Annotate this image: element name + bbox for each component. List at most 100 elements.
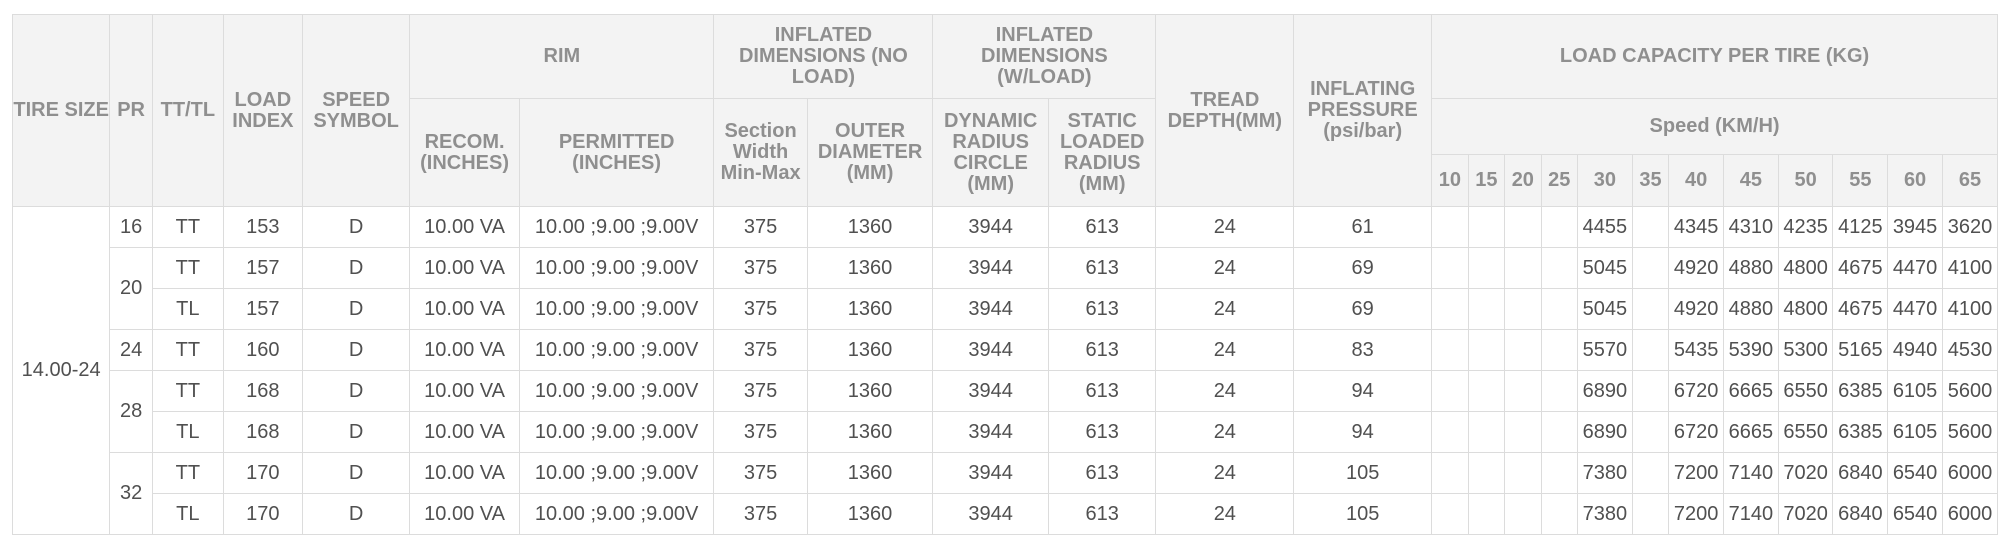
cell-rim-permitted: 10.00 ;9.00 ;9.00V bbox=[518, 452, 715, 494]
cell-load-speed-35 bbox=[1631, 370, 1670, 412]
cell-pr: 20 bbox=[109, 247, 153, 330]
cell-load-speed-45: 6665 bbox=[1723, 370, 1779, 412]
cell-load-speed-20 bbox=[1504, 370, 1542, 412]
cell-static-loaded-radius: 613 bbox=[1047, 288, 1157, 330]
cell-static-loaded-radius: 613 bbox=[1047, 247, 1157, 289]
cell-load-index: 168 bbox=[222, 411, 303, 453]
cell-pr: 28 bbox=[109, 370, 153, 453]
cell-outer-diameter: 1360 bbox=[806, 452, 934, 494]
cell-load-speed-40: 7200 bbox=[1668, 493, 1724, 535]
header-speed-symbol: SPEED SYMBOL bbox=[301, 14, 411, 207]
cell-load-speed-60: 4940 bbox=[1887, 329, 1943, 371]
cell-outer-diameter: 1360 bbox=[806, 493, 934, 535]
cell-section-width: 375 bbox=[713, 370, 808, 412]
cell-load-speed-35 bbox=[1631, 288, 1670, 330]
cell-tread-depth: 24 bbox=[1155, 452, 1295, 494]
cell-load-speed-10 bbox=[1431, 206, 1469, 248]
cell-outer-diameter: 1360 bbox=[806, 370, 934, 412]
header-rim-recom: RECOM. (INCHES) bbox=[409, 98, 520, 207]
cell-load-speed-10 bbox=[1431, 411, 1469, 453]
cell-load-speed-65: 4100 bbox=[1941, 288, 1999, 330]
cell-inflating-pressure: 61 bbox=[1293, 206, 1433, 248]
cell-load-speed-35 bbox=[1631, 206, 1670, 248]
cell-tread-depth: 24 bbox=[1155, 288, 1295, 330]
cell-load-speed-60: 6540 bbox=[1887, 493, 1943, 535]
cell-load-speed-60: 4470 bbox=[1887, 247, 1943, 289]
cell-load-speed-35 bbox=[1631, 411, 1670, 453]
cell-load-speed-55: 6840 bbox=[1832, 493, 1889, 535]
cell-load-speed-40: 6720 bbox=[1668, 411, 1724, 453]
cell-load-speed-60: 4470 bbox=[1887, 288, 1943, 330]
cell-load-speed-55: 6840 bbox=[1832, 452, 1889, 494]
header-speed-30: 30 bbox=[1577, 154, 1633, 207]
cell-load-speed-45: 5390 bbox=[1723, 329, 1779, 371]
cell-load-speed-25 bbox=[1540, 329, 1579, 371]
cell-load-speed-50: 5300 bbox=[1777, 329, 1834, 371]
cell-load-speed-55: 4125 bbox=[1832, 206, 1889, 248]
cell-load-speed-25 bbox=[1540, 288, 1579, 330]
cell-rim-recom: 10.00 VA bbox=[409, 411, 520, 453]
cell-load-index: 170 bbox=[222, 493, 303, 535]
cell-static-loaded-radius: 613 bbox=[1047, 370, 1157, 412]
header-section-width: Section Width Min-Max bbox=[713, 98, 808, 207]
cell-load-speed-20 bbox=[1504, 247, 1542, 289]
cell-load-speed-15 bbox=[1467, 206, 1506, 248]
cell-section-width: 375 bbox=[713, 288, 808, 330]
cell-load-speed-25 bbox=[1540, 493, 1579, 535]
cell-load-speed-50: 6550 bbox=[1777, 411, 1834, 453]
cell-load-speed-30: 7380 bbox=[1577, 493, 1633, 535]
cell-dynamic-radius: 3944 bbox=[932, 452, 1049, 494]
cell-speed-symbol: D bbox=[301, 247, 411, 289]
cell-load-speed-30: 6890 bbox=[1577, 370, 1633, 412]
cell-load-speed-65: 5600 bbox=[1941, 370, 1999, 412]
cell-inflating-pressure: 94 bbox=[1293, 370, 1433, 412]
cell-tread-depth: 24 bbox=[1155, 493, 1295, 535]
cell-load-speed-40: 5435 bbox=[1668, 329, 1724, 371]
cell-load-index: 153 bbox=[222, 206, 303, 248]
cell-speed-symbol: D bbox=[301, 288, 411, 330]
cell-load-speed-30: 6890 bbox=[1577, 411, 1633, 453]
cell-rim-recom: 10.00 VA bbox=[409, 452, 520, 494]
cell-load-speed-15 bbox=[1467, 288, 1506, 330]
cell-load-speed-10 bbox=[1431, 329, 1469, 371]
cell-load-speed-10 bbox=[1431, 247, 1469, 289]
header-load-capacity: LOAD CAPACITY PER TIRE (KG) bbox=[1431, 14, 1998, 99]
header-inflating-pressure: INFLATING PRESSURE (psi/bar) bbox=[1293, 14, 1433, 207]
header-static-loaded-radius: STATIC LOADED RADIUS (MM) bbox=[1047, 98, 1157, 207]
cell-section-width: 375 bbox=[713, 452, 808, 494]
cell-load-speed-60: 3945 bbox=[1887, 206, 1943, 248]
cell-rim-recom: 10.00 VA bbox=[409, 247, 520, 289]
table-row: 32 TT 170 D 10.00 VA 10.00 ;9.00 ;9.00V 375 136… bbox=[13, 452, 1999, 535]
cell-dynamic-radius: 3944 bbox=[932, 370, 1049, 412]
cell-load-speed-40: 4345 bbox=[1668, 206, 1724, 248]
cell-section-width: 375 bbox=[713, 411, 808, 453]
cell-load-speed-60: 6540 bbox=[1887, 452, 1943, 494]
cell-outer-diameter: 1360 bbox=[806, 247, 934, 289]
cell-load-speed-30: 5045 bbox=[1577, 247, 1633, 289]
cell-load-speed-45: 6665 bbox=[1723, 411, 1779, 453]
cell-rim-permitted: 10.00 ;9.00 ;9.00V bbox=[518, 247, 715, 289]
cell-rim-recom: 10.00 VA bbox=[409, 288, 520, 330]
cell-dynamic-radius: 3944 bbox=[932, 206, 1049, 248]
header-speed-50: 50 bbox=[1777, 154, 1834, 207]
table-row: TL 157 D 10.00 VA 10.00 ;9.00 ;9.00V 375 1360 3… bbox=[13, 288, 1999, 330]
cell-rim-permitted: 10.00 ;9.00 ;9.00V bbox=[518, 493, 715, 535]
header-tt-tl: TT/TL bbox=[151, 14, 224, 207]
cell-rim-permitted: 10.00 ;9.00 ;9.00V bbox=[518, 288, 715, 330]
cell-rim-recom: 10.00 VA bbox=[409, 370, 520, 412]
cell-load-speed-40: 4920 bbox=[1668, 247, 1724, 289]
cell-tread-depth: 24 bbox=[1155, 370, 1295, 412]
cell-load-speed-35 bbox=[1631, 329, 1670, 371]
header-pr: PR bbox=[109, 14, 153, 207]
cell-static-loaded-radius: 613 bbox=[1047, 452, 1157, 494]
cell-load-speed-50: 6550 bbox=[1777, 370, 1834, 412]
cell-tt-tl: TT bbox=[151, 329, 224, 371]
cell-load-speed-15 bbox=[1467, 329, 1506, 371]
cell-tt-tl: TT bbox=[151, 206, 224, 248]
cell-pr: 24 bbox=[109, 329, 153, 371]
cell-static-loaded-radius: 613 bbox=[1047, 329, 1157, 371]
cell-load-speed-50: 4800 bbox=[1777, 288, 1834, 330]
cell-tt-tl: TT bbox=[151, 247, 224, 289]
cell-load-speed-50: 4235 bbox=[1777, 206, 1834, 248]
cell-static-loaded-radius: 613 bbox=[1047, 411, 1157, 453]
